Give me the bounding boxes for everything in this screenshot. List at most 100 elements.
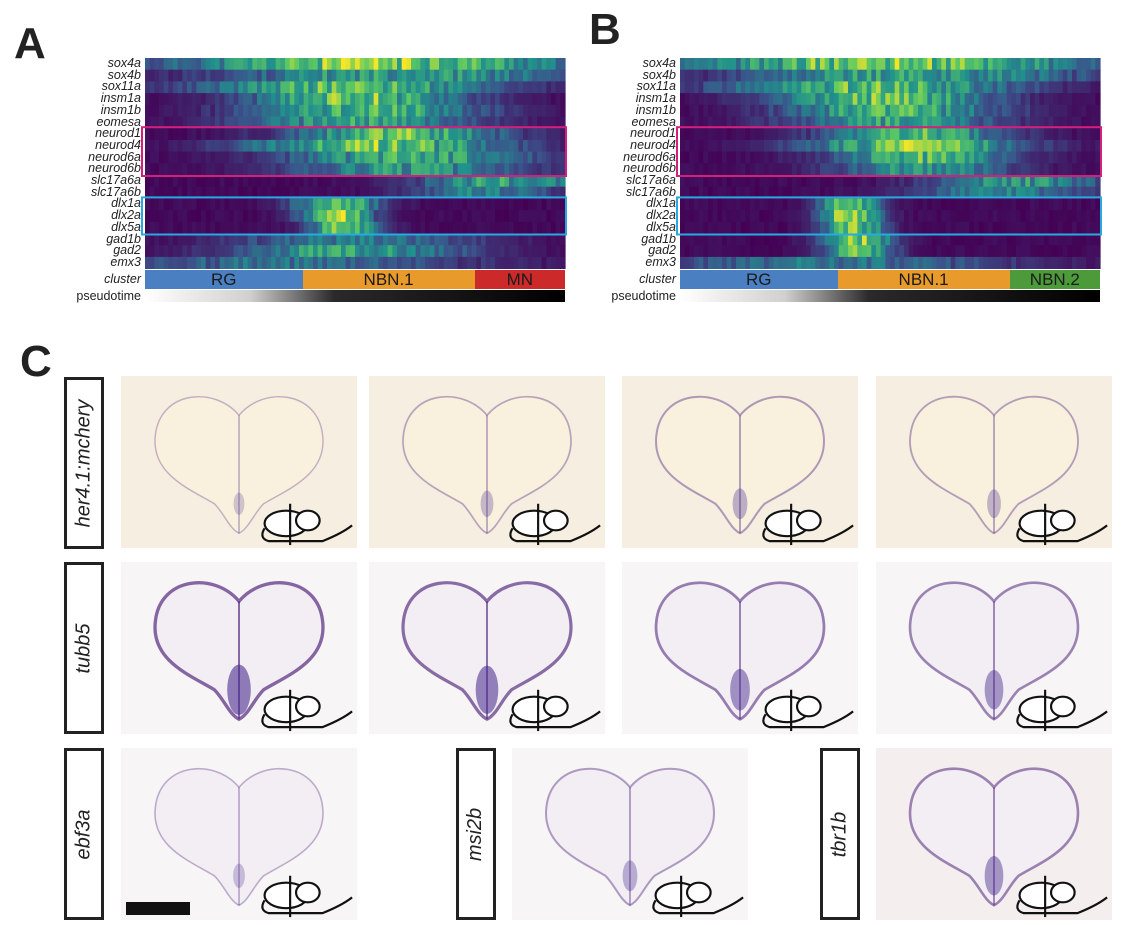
heat-cell bbox=[425, 116, 431, 129]
heat-cell bbox=[927, 245, 933, 258]
heat-cell bbox=[950, 58, 956, 71]
heat-cell bbox=[969, 198, 975, 211]
heat-cell bbox=[1044, 58, 1050, 71]
heat-cell bbox=[191, 245, 197, 258]
gene-label-neurod6b: neurod6b bbox=[623, 161, 676, 176]
heat-cell bbox=[429, 210, 435, 223]
heat-cell bbox=[960, 221, 966, 234]
heat-cell bbox=[527, 139, 533, 152]
heat-cell bbox=[890, 186, 896, 199]
heat-cell bbox=[918, 245, 924, 258]
heat-cell bbox=[415, 93, 421, 106]
heat-cell bbox=[397, 93, 403, 106]
heat-cell bbox=[1086, 81, 1092, 94]
heat-cell bbox=[885, 245, 891, 258]
heat-cell bbox=[708, 151, 714, 164]
heat-cell bbox=[308, 245, 314, 258]
heat-cell bbox=[1062, 151, 1068, 164]
heat-cell bbox=[243, 58, 249, 71]
heat-cell bbox=[499, 221, 505, 234]
heat-cell bbox=[271, 69, 277, 82]
heat-cell bbox=[495, 69, 501, 82]
heat-cell bbox=[1030, 198, 1036, 211]
heat-cell bbox=[485, 210, 491, 223]
heat-cell bbox=[499, 245, 505, 258]
heat-cell bbox=[294, 139, 300, 152]
heat-cell bbox=[411, 104, 417, 117]
heat-cell bbox=[689, 81, 695, 94]
heat-cell bbox=[308, 128, 314, 141]
heat-cell bbox=[149, 198, 155, 211]
heat-cell bbox=[378, 186, 384, 199]
gene-label-dlx2a: dlx2a bbox=[646, 208, 676, 223]
heat-cell bbox=[205, 151, 211, 164]
heat-cell bbox=[224, 210, 230, 223]
heat-cell bbox=[927, 198, 933, 211]
heat-cell bbox=[154, 69, 160, 82]
heat-cell bbox=[1020, 198, 1026, 211]
heat-cell bbox=[983, 186, 989, 199]
heat-cell bbox=[411, 93, 417, 106]
heat-cell bbox=[997, 210, 1003, 223]
heat-cell bbox=[848, 93, 854, 106]
heat-cell bbox=[397, 128, 403, 141]
heat-cell bbox=[238, 116, 244, 129]
heat-cell bbox=[523, 128, 529, 141]
heat-cell bbox=[201, 245, 207, 258]
heat-cell bbox=[908, 175, 914, 188]
heat-cell bbox=[233, 81, 239, 94]
heat-cell bbox=[932, 198, 938, 211]
heat-cell bbox=[420, 116, 426, 129]
heat-cell bbox=[476, 58, 482, 71]
heat-cell bbox=[355, 163, 361, 176]
heat-cell bbox=[689, 245, 695, 258]
heat-cell bbox=[271, 128, 277, 141]
heat-cell bbox=[415, 104, 421, 117]
heat-cell bbox=[537, 175, 543, 188]
heat-cell bbox=[1044, 69, 1050, 82]
heat-cell bbox=[871, 69, 877, 82]
heat-cell bbox=[439, 198, 445, 211]
heat-cell bbox=[434, 256, 440, 269]
heat-cell bbox=[149, 139, 155, 152]
heat-cell bbox=[280, 128, 286, 141]
heat-cell bbox=[467, 69, 473, 82]
row-label-ebf3a: ebf3a bbox=[72, 808, 95, 860]
heat-cell bbox=[1058, 175, 1064, 188]
heat-cell bbox=[974, 175, 980, 188]
heat-cell bbox=[862, 128, 868, 141]
heat-cell bbox=[257, 245, 263, 258]
heat-cell bbox=[904, 163, 910, 176]
heat-cell bbox=[359, 198, 365, 211]
heat-cell bbox=[243, 256, 249, 269]
heat-cell bbox=[745, 163, 751, 176]
heat-cell bbox=[243, 175, 249, 188]
heat-cell bbox=[838, 93, 844, 106]
heat-cell bbox=[387, 198, 393, 211]
heat-cell bbox=[876, 256, 882, 269]
heat-cell bbox=[355, 151, 361, 164]
heat-cell bbox=[764, 104, 770, 117]
heat-cell bbox=[355, 116, 361, 129]
heat-cell bbox=[252, 69, 258, 82]
heat-cell bbox=[941, 81, 947, 94]
heat-cell bbox=[401, 104, 407, 117]
heat-cell bbox=[252, 198, 258, 211]
heat-cell bbox=[815, 128, 821, 141]
cluster-row-label: cluster bbox=[104, 271, 141, 286]
heat-cell bbox=[513, 151, 519, 164]
heat-cell bbox=[899, 233, 905, 246]
heat-cell bbox=[1062, 163, 1068, 176]
heat-cell bbox=[778, 104, 784, 117]
heat-cell bbox=[322, 163, 328, 176]
heat-cell bbox=[322, 139, 328, 152]
heat-cell bbox=[936, 81, 942, 94]
heat-cell bbox=[271, 104, 277, 117]
heat-cell bbox=[978, 104, 984, 117]
heat-cell bbox=[261, 69, 267, 82]
heat-cell bbox=[810, 256, 816, 269]
heat-cell bbox=[177, 139, 183, 152]
heat-cell bbox=[950, 104, 956, 117]
heat-cell bbox=[266, 210, 272, 223]
heat-cell bbox=[518, 221, 524, 234]
